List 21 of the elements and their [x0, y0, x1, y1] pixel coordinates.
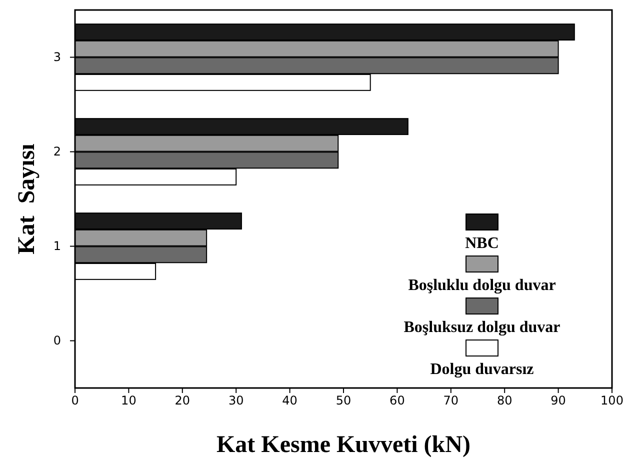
- legend-label: NBC: [465, 235, 499, 252]
- x-tick-label: 10: [121, 394, 136, 408]
- x-tick-label: 50: [336, 394, 352, 408]
- x-tick-label: 0: [71, 394, 79, 408]
- x-tick-label: 20: [174, 394, 190, 408]
- legend-label: Boşluklu dolgu duvar: [408, 277, 556, 294]
- x-tick-label: 80: [496, 394, 512, 408]
- y-tick-label: 3: [53, 50, 61, 64]
- x-tick-label: 30: [228, 394, 244, 408]
- x-tick-label: 40: [282, 394, 298, 408]
- x-tick-label: 60: [390, 394, 405, 408]
- y-axis-title: Kat Sayısı: [14, 143, 40, 254]
- y-tick-label: 0: [53, 334, 61, 348]
- y-tick-label: 2: [53, 144, 61, 159]
- x-axis-title: Kat Kesme Kuvveti (kN): [216, 432, 470, 458]
- y-tick-label: 1: [53, 239, 61, 254]
- legend-label: Dolgu duvarsız: [430, 361, 534, 378]
- x-tick-label: 100: [600, 394, 624, 408]
- x-tick-label: 90: [550, 394, 566, 408]
- legend-label: Boşluksuz dolgu duvar: [404, 319, 560, 336]
- x-tick-label: 70: [443, 394, 459, 408]
